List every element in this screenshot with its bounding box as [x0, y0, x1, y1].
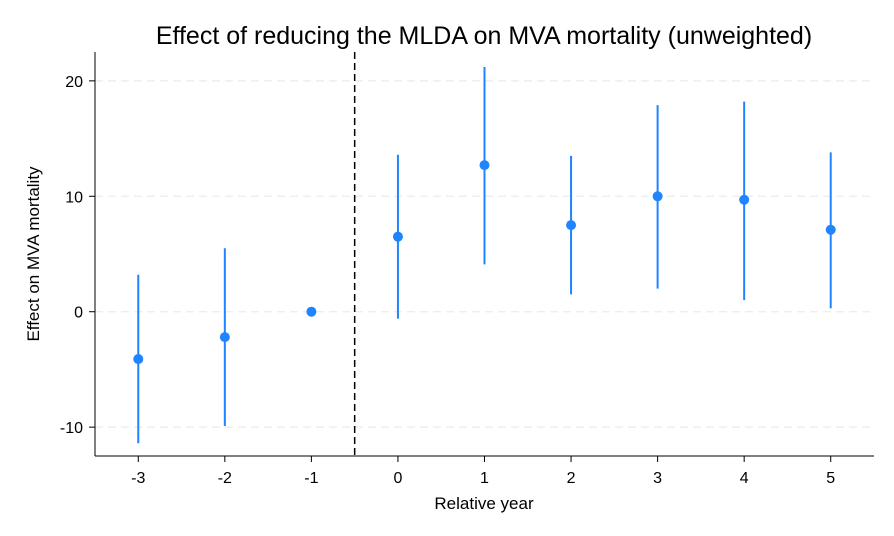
x-axis-label: Relative year: [434, 494, 534, 513]
estimate-point: [392, 231, 403, 242]
x-tick-label: 0: [393, 470, 402, 487]
y-tick-label: 10: [65, 189, 83, 206]
x-tick-label: 3: [653, 470, 662, 487]
x-tick-label: -2: [218, 470, 232, 487]
point-estimates: [133, 160, 836, 365]
confidence-intervals: [137, 67, 832, 444]
x-tick-label: 1: [480, 470, 489, 487]
y-axis-label: Effect on MVA mortality: [24, 166, 43, 342]
x-tick-label: 2: [567, 470, 576, 487]
estimate-point: [479, 160, 490, 171]
y-tick-label: 20: [65, 74, 83, 91]
estimate-point: [219, 332, 230, 343]
estimate-point: [566, 220, 577, 231]
y-tick-label: 0: [74, 305, 83, 322]
x-tick-label: -3: [131, 470, 145, 487]
estimate-point: [652, 191, 663, 202]
y-tick-label: -10: [60, 420, 83, 437]
estimate-point: [133, 354, 144, 365]
chart-title: Effect of reducing the MLDA on MVA morta…: [156, 22, 812, 50]
estimate-point: [739, 194, 750, 205]
estimate-point: [825, 224, 836, 235]
x-tick-label: 5: [826, 470, 835, 487]
x-tick-label: -1: [304, 470, 318, 487]
estimate-point: [306, 306, 317, 317]
x-tick-label: 4: [740, 470, 749, 487]
